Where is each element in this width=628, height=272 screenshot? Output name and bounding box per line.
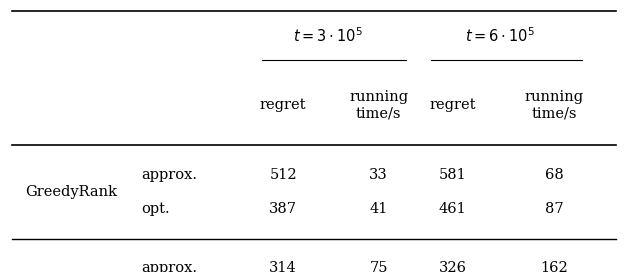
Text: 162: 162 xyxy=(540,261,568,272)
Text: regret: regret xyxy=(260,98,306,112)
Text: regret: regret xyxy=(429,98,476,112)
Text: $t = 6 \cdot 10^{5}$: $t = 6 \cdot 10^{5}$ xyxy=(465,27,535,45)
Text: approx.: approx. xyxy=(142,168,198,182)
Text: $t = 3 \cdot 10^{5}$: $t = 3 \cdot 10^{5}$ xyxy=(293,27,363,45)
Text: 326: 326 xyxy=(438,261,467,272)
Text: 68: 68 xyxy=(544,168,563,182)
Text: 87: 87 xyxy=(544,202,563,216)
Text: running
time/s: running time/s xyxy=(524,90,583,121)
Text: 512: 512 xyxy=(269,168,297,182)
Text: 75: 75 xyxy=(369,261,388,272)
Text: GreedyRank: GreedyRank xyxy=(24,185,117,199)
Text: opt.: opt. xyxy=(142,202,170,216)
Text: 581: 581 xyxy=(438,168,467,182)
Text: 33: 33 xyxy=(369,168,388,182)
Text: running
time/s: running time/s xyxy=(349,90,408,121)
Text: approx.: approx. xyxy=(142,261,198,272)
Text: 314: 314 xyxy=(269,261,297,272)
Text: 41: 41 xyxy=(369,202,388,216)
Text: 461: 461 xyxy=(438,202,467,216)
Text: 387: 387 xyxy=(269,202,297,216)
